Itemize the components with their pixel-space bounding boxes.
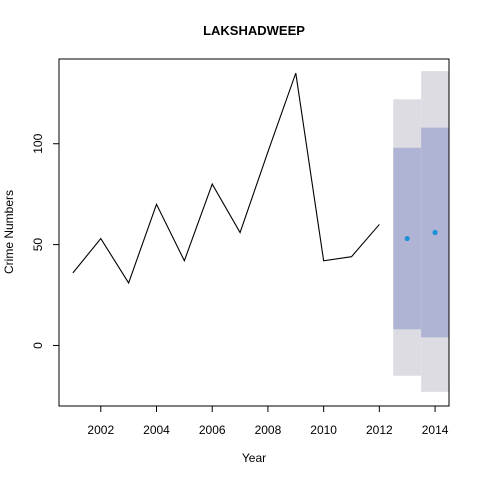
x-tick-label: 2008: [255, 423, 282, 437]
series-lines: [72, 72, 380, 285]
forecast-point: [404, 235, 410, 242]
forecast-point: [432, 229, 438, 236]
x-tick-label: 2004: [143, 423, 170, 437]
y-axis-label: Crime Numbers: [2, 190, 16, 274]
series-line: [72, 72, 380, 285]
x-axis-label: Year: [242, 451, 266, 465]
x-axis: 2002 2004 2006 2008 2010 2012 2014: [87, 405, 449, 437]
x-tick-label: 2012: [366, 423, 393, 437]
y-axis: 0 50 100: [31, 133, 60, 349]
y-tick-label: 0: [31, 342, 45, 349]
forecast-bands: [393, 71, 449, 392]
plot-frame: [58, 58, 450, 407]
x-tick-label: 2006: [199, 423, 226, 437]
x-tick-label: 2010: [310, 423, 337, 437]
y-tick-label: 100: [31, 133, 45, 153]
chart-title: LAKSHADWEEP: [203, 23, 305, 38]
forecast-points: [404, 229, 438, 242]
y-tick-label: 50: [31, 238, 45, 252]
x-tick-label: 2002: [87, 423, 114, 437]
x-tick-label: 2014: [422, 423, 449, 437]
